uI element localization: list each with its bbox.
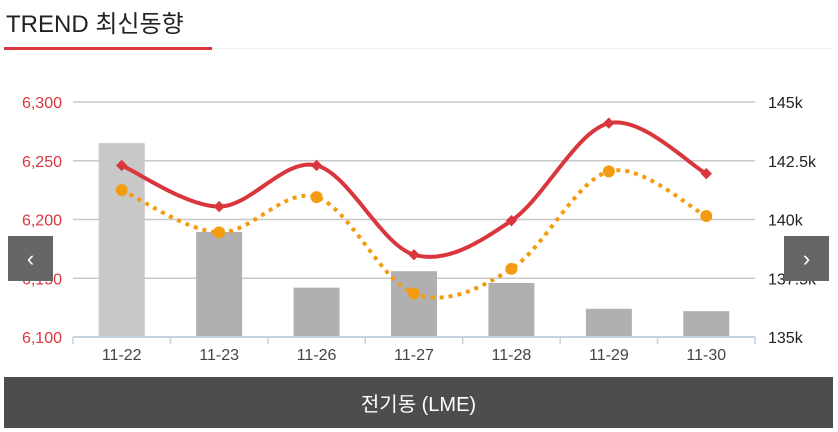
left-tick-label: 6,100 — [22, 330, 62, 347]
title-underline — [4, 47, 212, 50]
bar — [585, 308, 632, 337]
right-tick-label: 145k — [768, 95, 804, 112]
left-tick-label: 6,250 — [22, 154, 62, 171]
circle-marker — [213, 226, 226, 239]
x-tick-label: 11-29 — [589, 347, 629, 364]
page-title: TREND 최신동향 — [6, 11, 184, 38]
right-tick-label: 135k — [768, 330, 804, 347]
bar — [293, 287, 340, 337]
diamond-marker — [213, 200, 225, 213]
circle-marker — [115, 184, 128, 197]
diamond-marker — [505, 215, 518, 227]
bar — [391, 271, 437, 337]
x-tick-label: 11-28 — [492, 347, 532, 364]
circle-marker — [310, 191, 323, 204]
trend-chart: 6,100135k6,150137.5k6,200140k6,250142.5k… — [22, 95, 817, 364]
diamond-marker — [408, 249, 420, 261]
divider — [212, 48, 832, 49]
diamond-marker — [603, 117, 615, 129]
right-tick-label: 142.5k — [768, 154, 817, 171]
x-tick-label: 11-23 — [199, 347, 239, 364]
circle-marker — [700, 209, 713, 222]
left-tick-label: 6,300 — [22, 95, 62, 112]
x-tick-label: 11-27 — [394, 347, 434, 364]
diamond-marker — [700, 168, 712, 180]
circle-marker — [505, 262, 518, 275]
x-tick-label: 11-22 — [102, 347, 142, 364]
next-button[interactable]: › — [784, 236, 829, 281]
x-tick-label: 11-30 — [686, 347, 726, 364]
diamond-marker — [310, 159, 323, 172]
x-tick-label: 11-26 — [297, 347, 337, 364]
right-tick-label: 140k — [768, 213, 804, 230]
bar — [683, 311, 730, 337]
prev-button[interactable]: ‹ — [8, 236, 53, 281]
circle-marker — [602, 165, 615, 178]
bar — [196, 231, 243, 337]
left-tick-label: 6,200 — [22, 213, 62, 230]
bar — [488, 282, 535, 337]
commodity-label-bar[interactable]: 전기동 (LME) — [4, 377, 833, 428]
circle-marker — [408, 287, 420, 300]
